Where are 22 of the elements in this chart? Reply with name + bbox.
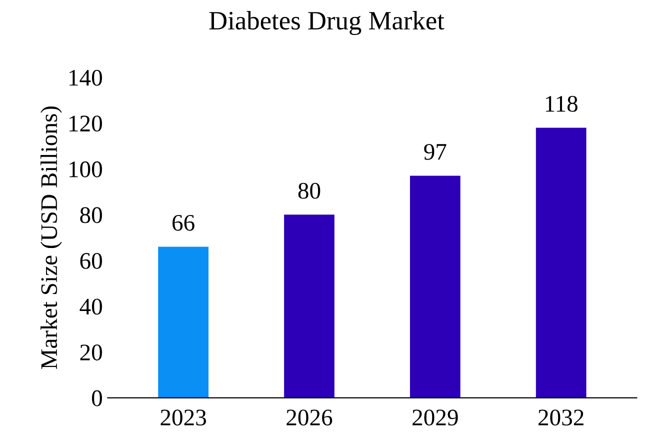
y-tick-label: 20: [80, 344, 102, 360]
bar: [536, 128, 586, 398]
y-tick-label: 80: [80, 207, 102, 224]
y-tick-label: 140: [70, 70, 102, 86]
data-label: 80: [298, 182, 320, 199]
x-tick-label: 2032: [538, 410, 584, 426]
chart-title: Diabetes Drug Market: [209, 11, 444, 36]
data-label: 118: [546, 96, 578, 112]
bar: [284, 214, 334, 398]
bar: [410, 176, 460, 398]
bar: [158, 246, 208, 398]
y-tick-label: 40: [80, 298, 102, 315]
y-tick-label: 100: [70, 161, 102, 178]
x-tick-label: 2023: [160, 410, 206, 426]
data-label: 97: [424, 144, 446, 160]
x-tick-label: 2029: [412, 410, 458, 426]
y-tick-label: 60: [80, 252, 102, 269]
y-tick-label: 120: [70, 116, 102, 132]
x-tick-label: 2026: [286, 410, 332, 426]
data-label: 66: [172, 214, 194, 231]
y-axis-title: Market Size (USD Billions): [40, 106, 62, 370]
y-tick-label: 0: [92, 390, 102, 406]
